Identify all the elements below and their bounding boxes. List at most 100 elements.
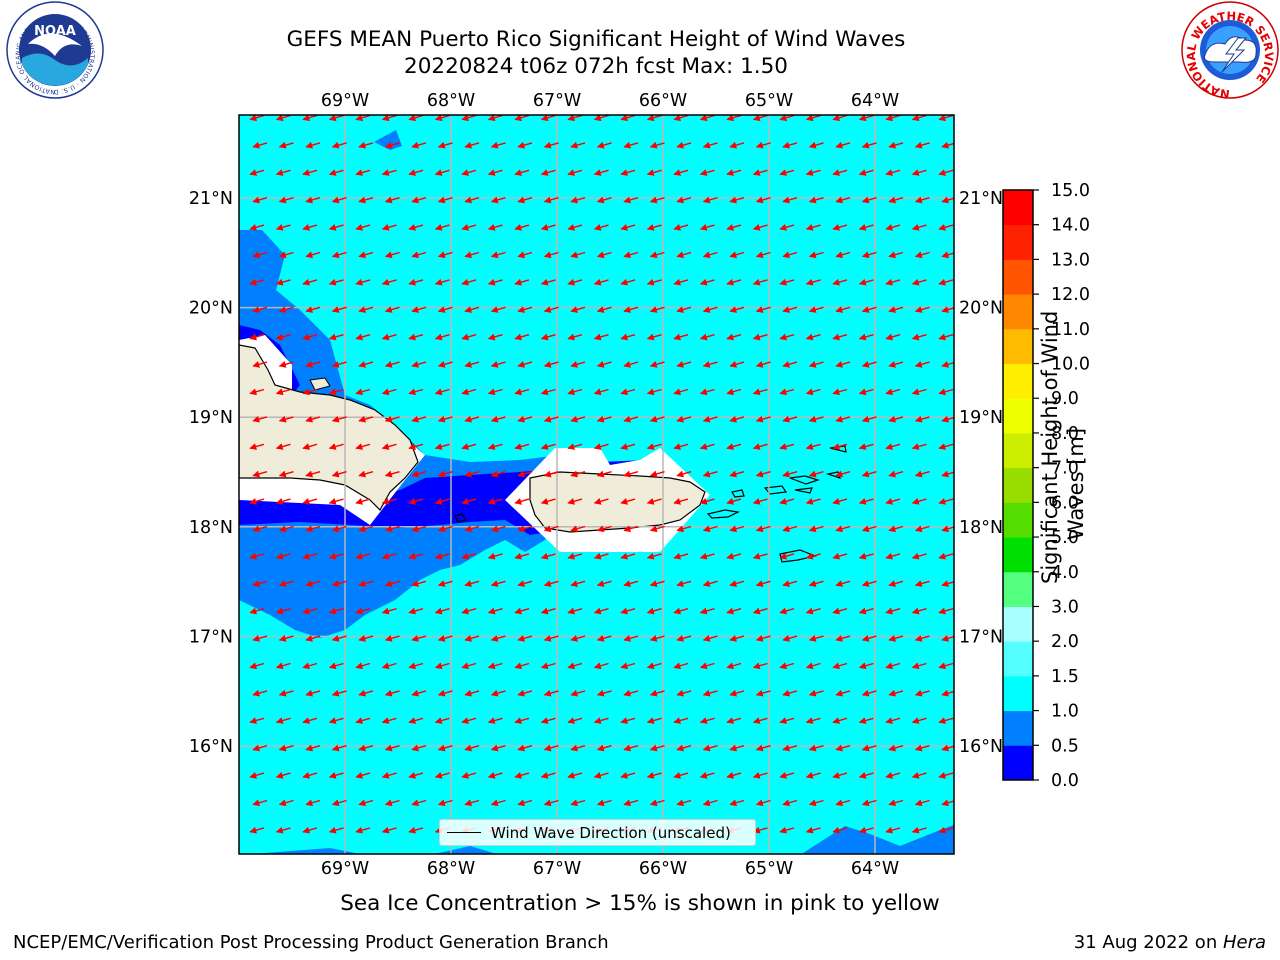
wave-arrow	[699, 278, 715, 286]
wave-arrow	[885, 388, 901, 396]
wave-arrow	[726, 607, 742, 615]
wave-arrow	[779, 443, 795, 450]
wave-arrow	[490, 196, 506, 204]
wave-arrow	[381, 388, 397, 396]
wave-arrow	[752, 115, 768, 122]
wave-arrow	[726, 388, 742, 396]
wave-arrow	[861, 744, 877, 752]
wave-arrow	[676, 580, 692, 587]
wave-arrow	[540, 278, 556, 286]
wave-arrow	[702, 251, 718, 259]
wave-arrow	[381, 552, 397, 560]
wave-arrow	[490, 580, 506, 587]
wave-arrow	[593, 498, 609, 505]
wave-arrow	[726, 278, 742, 286]
wave-arrow	[302, 717, 318, 724]
wave-arrow	[437, 141, 453, 149]
wave-arrow	[755, 799, 771, 807]
wave-arrow	[858, 333, 874, 341]
wave-arrow	[835, 361, 851, 368]
wave-arrow	[779, 388, 795, 396]
wave-arrow	[808, 799, 824, 807]
wave-arrow	[782, 361, 798, 368]
wave-arrow	[620, 333, 636, 341]
colorbar-swatch	[1003, 675, 1033, 712]
wave-arrow	[487, 115, 503, 122]
colorbar-tick-label: 15.0	[1051, 181, 1090, 201]
wave-arrow	[434, 333, 450, 341]
wave-arrow	[649, 361, 665, 368]
wave-arrow	[808, 635, 824, 642]
lat-tick-label-left: 16°N	[189, 737, 233, 757]
wave-arrow	[275, 498, 291, 505]
wave-arrow	[911, 772, 927, 779]
wave-arrow	[275, 115, 291, 122]
wave-arrow	[464, 306, 480, 313]
wave-arrow	[914, 361, 930, 368]
wave-arrow	[673, 443, 689, 450]
wave-arrow	[249, 717, 265, 724]
land-hispaniola	[239, 344, 419, 511]
wave-arrow	[649, 525, 665, 533]
colorbar-tick-label: 0.0	[1051, 771, 1079, 791]
wave-arrow	[832, 224, 848, 231]
wave-arrow	[861, 141, 877, 149]
wave-arrow	[517, 744, 533, 752]
wave-arrow	[543, 635, 559, 642]
wave-arrow	[249, 552, 265, 560]
wave-arrow	[278, 635, 294, 642]
wave-arrow	[623, 799, 639, 807]
colorbar-tick-label: 5.0	[1051, 528, 1079, 548]
wave-arrow	[517, 196, 533, 204]
wave-arrow	[305, 251, 321, 259]
wave-arrow	[358, 470, 374, 478]
wave-arrow	[305, 141, 321, 149]
wave-arrow	[305, 306, 321, 313]
wave-arrow	[911, 552, 927, 560]
wave-arrow	[437, 415, 453, 423]
wave-arrow	[676, 141, 692, 149]
wave-arrow	[570, 141, 586, 149]
wave-arrow	[355, 498, 371, 505]
wave-arrow	[808, 361, 824, 368]
wave-arrow	[755, 141, 771, 149]
wave-arrow	[593, 552, 609, 560]
wave-arrow	[805, 278, 821, 286]
wave-arrow	[570, 470, 586, 478]
wave-arrow	[755, 196, 771, 204]
wave-arrow	[305, 361, 321, 368]
wave-arrow	[461, 169, 477, 176]
wave-arrow	[646, 607, 662, 615]
wave-arrow	[835, 635, 851, 642]
footer-branch: NCEP/EMC/Verification Post Processing Pr…	[13, 932, 609, 953]
lat-tick-label-left: 21°N	[189, 189, 233, 209]
wave-arrow	[805, 169, 821, 176]
wave-arrow	[676, 196, 692, 204]
lat-tick-label-right: 20°N	[959, 299, 1003, 319]
wave-arrow	[331, 689, 347, 697]
colorbar-swatch	[1003, 467, 1033, 503]
wave-arrow	[938, 333, 954, 341]
wave-arrow	[355, 224, 371, 231]
wave-arrow	[835, 251, 851, 259]
sea-ice-note: Sea Ice Concentration > 15% is shown in …	[340, 891, 940, 916]
wave-arrow	[331, 361, 347, 368]
wave-arrow	[858, 826, 874, 834]
wave-arrow	[305, 470, 321, 478]
wave-arrow	[252, 415, 268, 423]
wave-arrow	[779, 772, 795, 779]
colorbar-swatch	[1003, 745, 1033, 781]
wave-arrow	[861, 361, 877, 368]
wave-arrow	[275, 169, 291, 176]
wave-arrow	[437, 689, 453, 697]
wave-arrow	[517, 361, 533, 368]
wave-arrow	[543, 141, 559, 149]
wave-arrow	[384, 251, 400, 259]
wave-arrow	[275, 717, 291, 724]
wave-arrow	[487, 388, 503, 396]
wave-arrow	[596, 744, 612, 752]
wave-arrow	[514, 552, 530, 560]
wave-arrow	[278, 196, 294, 204]
lat-tick-label-right: 16°N	[959, 737, 1003, 757]
wave-arrow	[487, 169, 503, 176]
